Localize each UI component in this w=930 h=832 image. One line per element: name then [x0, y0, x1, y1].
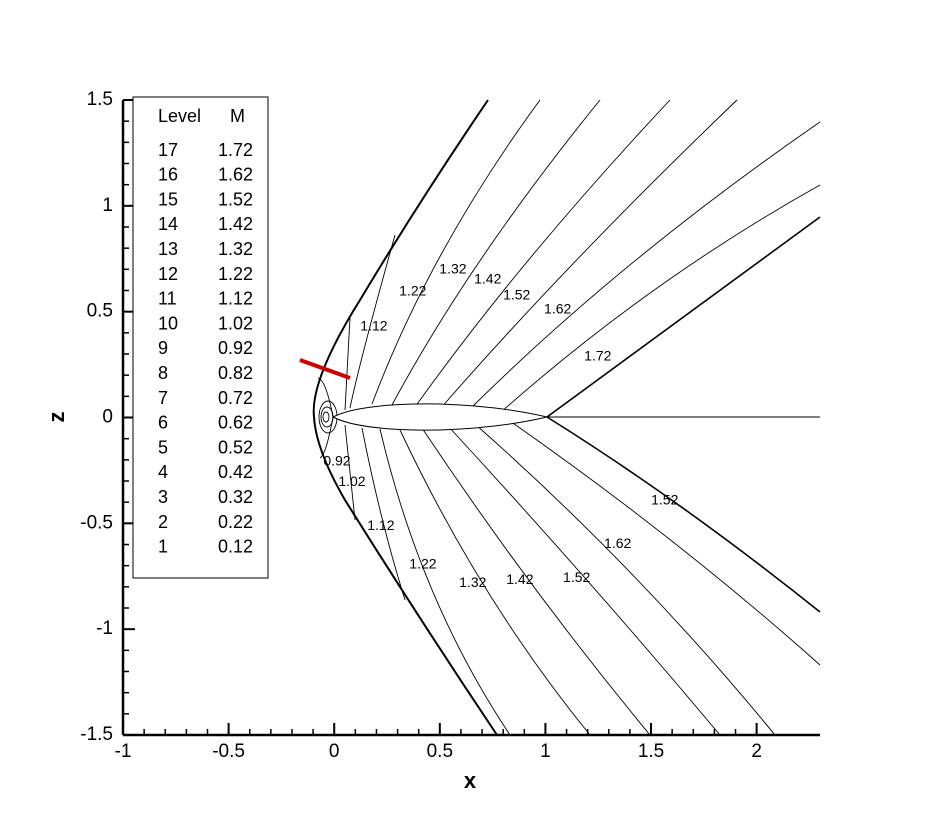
legend-value: 1.52: [218, 189, 253, 209]
x-tick-label: 0: [329, 741, 340, 762]
y-tick-label: 1: [102, 195, 113, 216]
legend-value: 0.62: [218, 413, 253, 433]
bow-shock: [312, 99, 498, 736]
contour-label: 1.52: [563, 569, 590, 585]
legend-value: 0.32: [218, 487, 253, 507]
contour-line: [344, 317, 351, 411]
contour-label: 1.52: [651, 492, 678, 508]
legend-level: 1: [158, 537, 168, 557]
legend-level: 11: [158, 289, 177, 309]
legend-value: 1.02: [218, 313, 253, 333]
contour-line: [371, 99, 541, 405]
legend-value: 0.92: [218, 338, 253, 358]
contour-label: 1.12: [360, 318, 387, 334]
legend-level: 16: [158, 165, 178, 185]
y-tick-label: 0: [102, 407, 113, 428]
contour-line: [499, 184, 821, 414]
x-tick-label: -0.5: [212, 741, 245, 762]
x-tick-label: 2: [751, 741, 762, 762]
x-tick-label: -1: [115, 741, 132, 762]
legend-level: 2: [158, 512, 168, 532]
airfoil: [331, 403, 548, 431]
contour-line: [317, 377, 334, 418]
contour-label: 0.92: [323, 453, 350, 469]
x-tick-label: 1.5: [638, 741, 664, 762]
legend-value: 0.12: [218, 537, 253, 557]
x-tick-label: 0.5: [427, 741, 453, 762]
contour-line: [379, 428, 511, 736]
legend-level: 5: [158, 437, 168, 457]
trailing-shock: [546, 216, 821, 418]
contour-label: 1.42: [474, 271, 501, 287]
legend-level: 3: [158, 487, 168, 507]
contour-label: 1.32: [439, 261, 466, 277]
contour-line: [391, 99, 601, 406]
legend-box: [132, 96, 269, 579]
legend-value: 0.42: [218, 462, 253, 482]
legend-value: 0.52: [218, 437, 253, 457]
legend-value: 1.62: [218, 165, 253, 185]
legend-header: Level: [158, 106, 201, 126]
legend-value: 0.72: [218, 388, 253, 408]
legend-level: 4: [158, 462, 168, 482]
legend-header: M: [230, 106, 245, 126]
contour-line: [399, 429, 591, 736]
legend-value: 1.32: [218, 239, 253, 259]
contour-line: [322, 411, 330, 423]
contour-line: [344, 424, 356, 521]
legend-level: 13: [158, 239, 178, 259]
legend-value: 0.82: [218, 363, 253, 383]
y-tick-label: 0.5: [87, 301, 113, 322]
y-axis-label: z: [44, 412, 69, 423]
axes: x z -1 -0.5 0 0.5 1 1.5 2-1.5-1-0.500.511.5: [44, 89, 820, 793]
legend-level: 10: [158, 313, 178, 333]
legend-value: 1.22: [218, 264, 253, 284]
contour-line: [509, 420, 821, 666]
legend-level: 9: [158, 338, 168, 358]
flow-field: [299, 99, 821, 736]
contour-label: 1.62: [604, 535, 631, 551]
contour-line: [361, 427, 406, 601]
legend-level: 8: [158, 363, 168, 383]
contour-label: 1.22: [409, 556, 436, 572]
contour-line: [447, 425, 721, 736]
contour-label: 1.72: [584, 348, 611, 364]
contour-line: [467, 121, 821, 412]
legend-value: 1.42: [218, 214, 253, 234]
legend-level: 14: [158, 214, 178, 234]
contour-line: [349, 234, 396, 409]
legend-value: 0.22: [218, 512, 253, 532]
x-tick-label: 1: [540, 741, 551, 762]
y-tick-label: -1.5: [80, 724, 113, 745]
legend-value: 1.12: [218, 289, 253, 309]
legend-level: 15: [158, 189, 178, 209]
y-tick-label: -1: [96, 618, 113, 639]
contour-label: 1.32: [459, 574, 486, 590]
trailing-shock: [546, 416, 821, 613]
contour-label: 1.12: [367, 517, 394, 533]
contour-line: [474, 423, 776, 736]
legend-level: 12: [158, 264, 178, 284]
contour-line: [421, 427, 651, 736]
contour-label: 1.52: [503, 287, 530, 303]
legend-level: 6: [158, 413, 168, 433]
marker-line: [299, 358, 351, 380]
y-tick-label: 1.5: [87, 89, 113, 110]
x-axis-label: x: [464, 768, 477, 793]
contour-label: 1.42: [506, 571, 533, 587]
y-tick-label: -0.5: [80, 512, 113, 533]
contour-label: 1.02: [338, 473, 365, 489]
contour-line: [414, 99, 671, 408]
legend-value: 1.72: [218, 140, 253, 160]
contour-line: [439, 99, 738, 410]
legend-level: 7: [158, 388, 168, 408]
contour-label: 1.62: [544, 301, 571, 317]
contour-label: 1.22: [399, 283, 426, 299]
legend-level: 17: [158, 140, 178, 160]
